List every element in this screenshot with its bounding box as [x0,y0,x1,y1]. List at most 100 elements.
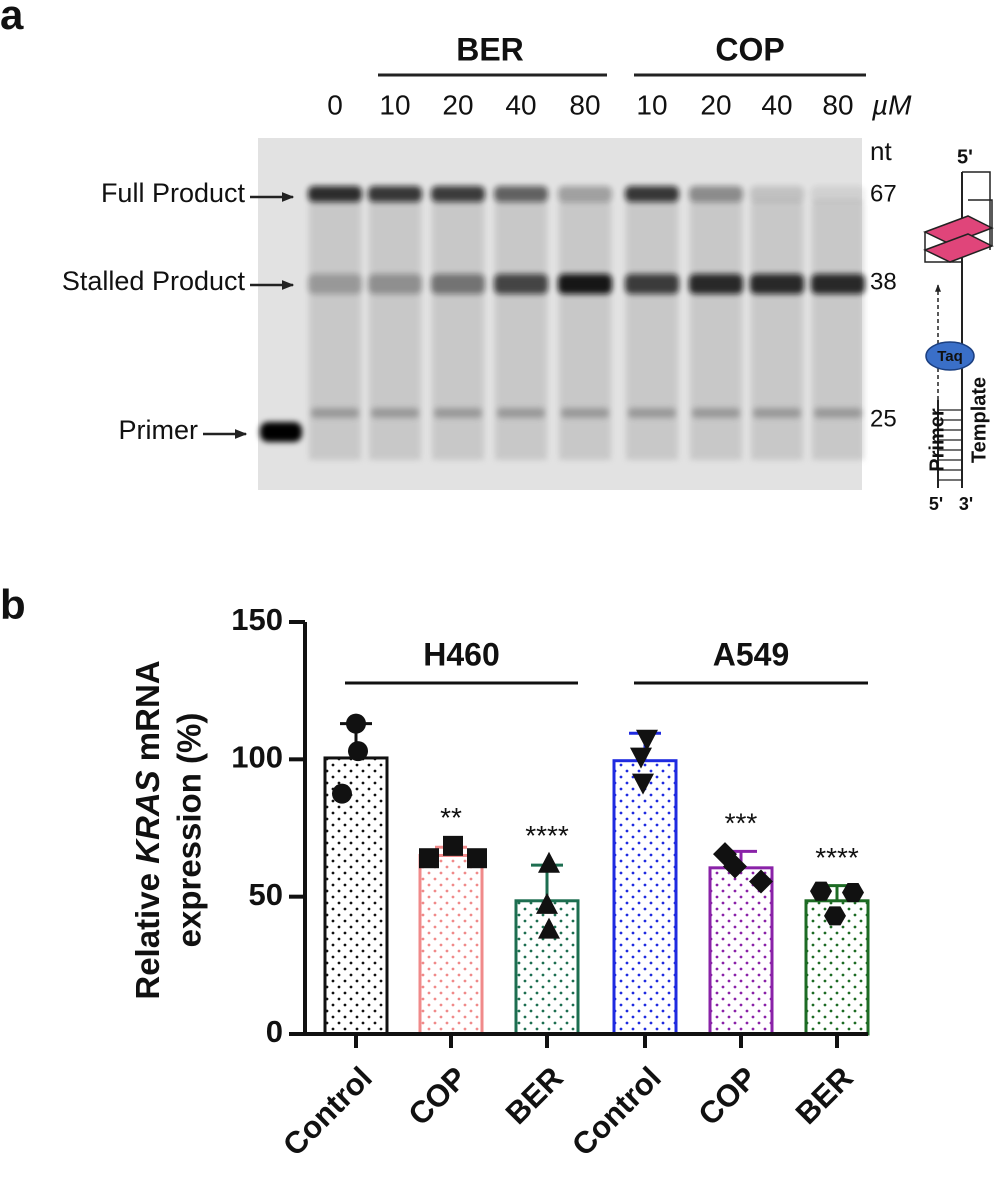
x-tick-label: Control [565,1060,668,1163]
lane-label: 20 [700,89,731,120]
lane-label: 0 [327,89,343,120]
band-label: Primer [119,415,199,445]
lane-label: 10 [636,89,667,120]
gel-band [750,274,804,294]
gel-band [750,186,804,202]
gel-band [368,186,422,202]
y-tick-label: 100 [231,740,283,775]
lane-label: 20 [442,89,473,120]
gel-smear [626,200,678,460]
data-point [842,883,864,903]
gel-band [494,274,548,294]
group-label: COP [715,31,784,67]
bar [323,756,389,1036]
bar [514,899,580,1036]
band-label: Full Product [101,178,246,208]
y-tick-label: 50 [249,877,283,912]
gel-band [431,274,485,294]
gel-smear [309,200,361,460]
significance-label: ** [440,802,462,833]
gel-band [628,408,676,418]
gel-smear [369,200,421,460]
bar [612,759,678,1036]
y-axis-title: expression (%) [171,713,208,948]
gel-band [260,422,302,442]
gel-band [811,274,865,294]
diagram-label: Primer [926,408,948,472]
panel-label: b [0,581,26,628]
gel-band [811,186,865,202]
diagram-label: Template [968,377,990,463]
x-tick-label: COP [401,1060,473,1132]
gel-band [625,274,679,294]
gel-band [558,274,612,294]
group-label: A549 [713,636,790,672]
gel-band [814,408,862,418]
gel-band [689,186,743,202]
band-label: Stalled Product [62,266,246,296]
gel-band [431,186,485,202]
y-tick-label: 150 [231,602,283,637]
gel-band [692,408,740,418]
data-point [723,854,747,879]
unit-label: µM [871,89,912,120]
y-tick-label: 0 [266,1014,283,1049]
x-tick-label: BER [789,1060,860,1131]
gel-band [561,408,609,418]
gel-band [368,274,422,294]
data-point [419,848,439,869]
bar [708,866,774,1036]
diagram-label: 5' [929,494,943,514]
lane-label: 80 [569,89,600,120]
data-point [443,835,463,856]
y-axis-title-part: mRNA [129,660,166,761]
data-point [630,747,652,769]
data-point [332,783,352,804]
data-point [346,713,366,734]
diagram-label: 5' [957,146,973,168]
gel-smear [559,200,611,460]
data-point [348,741,368,762]
diagram-label: 3' [959,494,973,514]
g4-diagram [923,171,994,488]
significance-label: *** [725,808,758,839]
data-point [824,906,846,926]
gel-smear [432,200,484,460]
data-point [632,773,654,795]
gel-band [434,408,482,418]
lane-label: 40 [761,89,792,120]
data-point [536,892,558,914]
group-label: BER [456,31,524,67]
size-label: 25 [870,405,897,432]
y-axis-title-part: KRAS [129,770,166,864]
significance-label: **** [815,842,859,873]
gel-band [558,186,612,202]
lane-label: 80 [822,89,853,120]
data-point [636,729,658,751]
x-tick-label: COP [691,1060,763,1132]
data-point [749,869,773,894]
significance-label: **** [525,820,569,851]
size-label: 38 [870,268,897,295]
size-unit: nt [870,136,892,166]
gel-band [625,186,679,202]
gel-smear [812,200,864,460]
diagram-label: Taq [937,348,963,365]
data-point [810,881,832,901]
data-point [538,917,560,939]
gel-band [689,274,743,294]
gel-band [371,408,419,418]
gel-smear [690,200,742,460]
gel-band [308,274,362,294]
gel-band [494,186,548,202]
size-label: 67 [870,180,897,207]
x-tick-label: Control [276,1060,379,1163]
gel-smear [495,200,547,460]
lane-label: 10 [379,89,410,120]
data-point [467,848,487,869]
panel-label: a [0,0,24,38]
y-axis-title-part: Relative [129,873,166,1000]
gel-band [308,186,362,202]
gel-band [753,408,801,418]
